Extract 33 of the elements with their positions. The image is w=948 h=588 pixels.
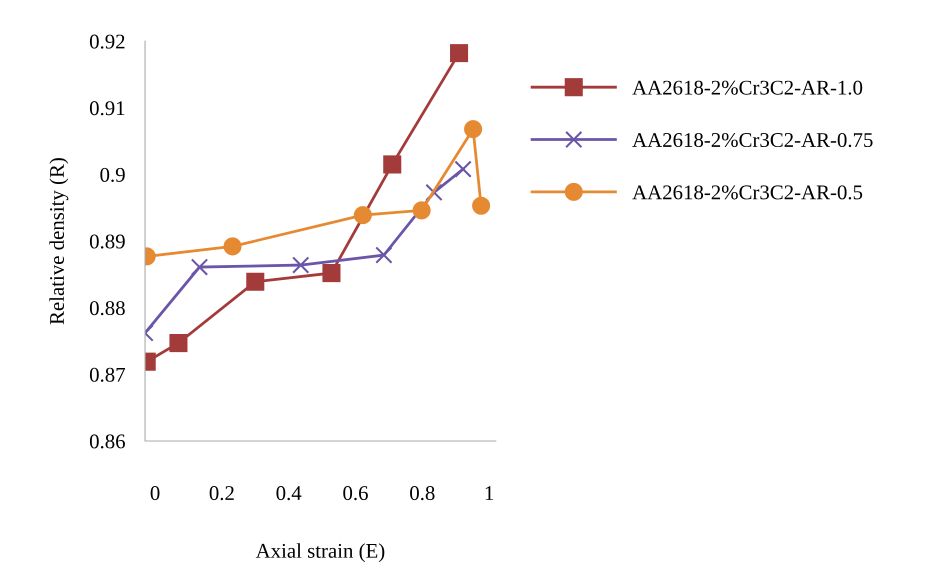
x-tick-label: 0.2 [210, 486, 234, 500]
point [454, 160, 472, 178]
y-tick-label: 0.9 [100, 168, 125, 182]
point [464, 120, 482, 138]
x-tick-label: 0.6 [343, 486, 368, 500]
point [354, 206, 372, 224]
legend-label: AA2618-2%Cr3C2-AR-1.0 [632, 80, 862, 95]
x-tick-label: 0.8 [410, 486, 435, 500]
point [246, 272, 264, 291]
point [169, 334, 188, 352]
y-tick-label: 0.86 [90, 434, 125, 449]
point [375, 246, 393, 264]
point [190, 258, 208, 276]
legend-label: AA2618-2%Cr3C2-AR-0.75 [632, 132, 873, 148]
point [322, 264, 340, 282]
point [412, 201, 431, 220]
point [425, 184, 443, 202]
x-tick-label: 0 [150, 486, 160, 500]
y-tick-label: 0.91 [90, 101, 124, 116]
point [292, 256, 310, 274]
y-axis-title: Relative density (R) [49, 158, 68, 324]
legend-label: AA2618-2%Cr3C2-AR-0.5 [632, 185, 862, 200]
y-tick-label: 0.92 [90, 34, 124, 49]
y-tick-label: 0.89 [90, 234, 125, 249]
y-tick-label: 0.88 [90, 301, 125, 316]
x-tick-label: 0.4 [276, 486, 302, 500]
point [224, 237, 242, 256]
x-tick-label: 1 [486, 486, 494, 500]
point [472, 196, 490, 215]
point [383, 155, 402, 174]
point [450, 44, 468, 62]
y-tick-label: 0.87 [90, 368, 125, 382]
x-axis-title: Axial strain (E) [256, 543, 384, 562]
